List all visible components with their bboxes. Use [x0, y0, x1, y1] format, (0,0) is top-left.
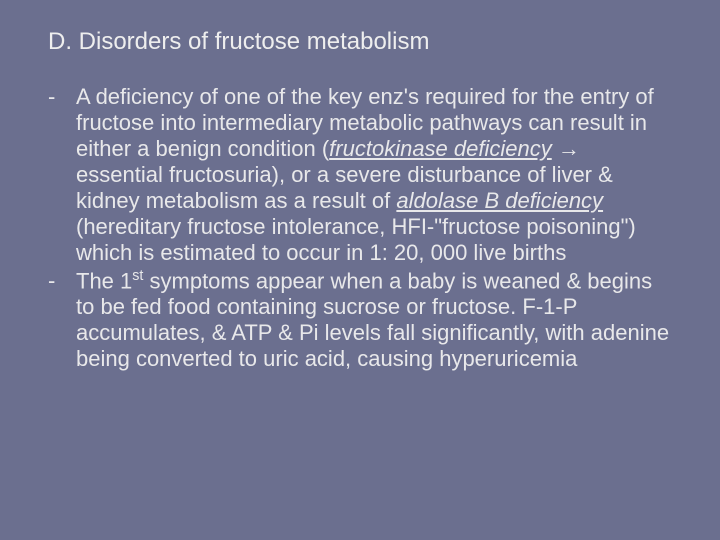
aldolase-term: aldolase B deficiency: [396, 188, 603, 213]
bullet-text-2: The 1st symptoms appear when a baby is w…: [76, 268, 672, 372]
text-segment: The 1: [76, 268, 132, 293]
list-item: - A deficiency of one of the key enz's r…: [48, 84, 672, 266]
arrow-icon: →: [552, 136, 580, 161]
text-segment: (hereditary fructose intolerance, HFI-"f…: [76, 214, 636, 265]
fructokinase-term: fructokinase deficiency: [329, 136, 552, 161]
bullet-text-1: A deficiency of one of the key enz's req…: [76, 84, 672, 266]
bullet-list: - A deficiency of one of the key enz's r…: [48, 84, 672, 372]
list-item: - The 1st symptoms appear when a baby is…: [48, 268, 672, 372]
bullet-marker: -: [48, 268, 76, 372]
ordinal-superscript: st: [132, 268, 143, 284]
slide-title: D. Disorders of fructose metabolism: [48, 28, 672, 56]
text-segment: symptoms appear when a baby is weaned & …: [76, 268, 669, 371]
bullet-marker: -: [48, 84, 76, 266]
